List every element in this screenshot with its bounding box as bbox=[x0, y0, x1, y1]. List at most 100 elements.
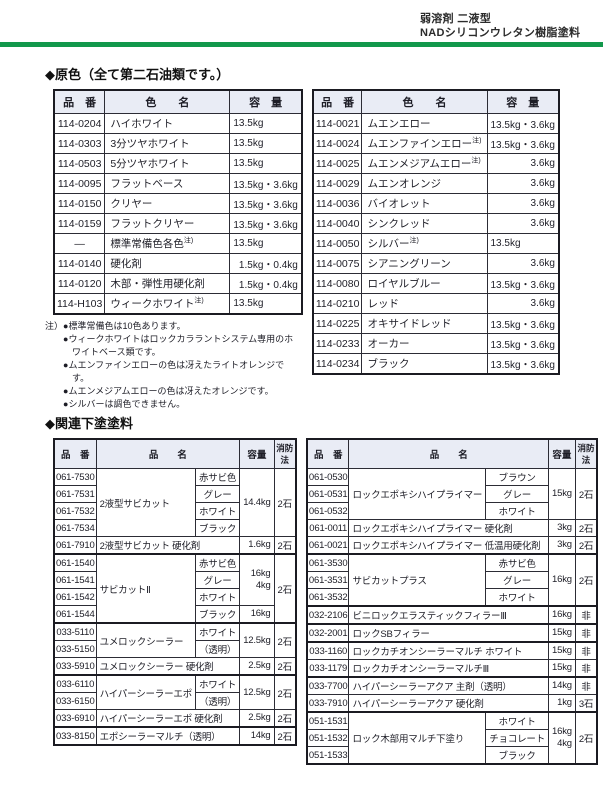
cell-fire-class: 3石 bbox=[574, 694, 598, 713]
cell-product-code: 061-1541 bbox=[53, 571, 97, 589]
cell-capacity: 13.5kg bbox=[229, 113, 303, 134]
footnote-item: ●ウィークホワイトはロックカララントシステム専用のホワイトベース類です。 bbox=[63, 334, 294, 358]
footnote-label: 注） bbox=[45, 321, 64, 331]
cell-capacity: 3.6kg bbox=[486, 193, 560, 214]
cell-color-variant: ホワイト bbox=[485, 711, 550, 730]
cell-capacity: 3kg bbox=[548, 519, 576, 537]
cell-product-name: ロックエポキシハイプライマー 低温用硬化剤 bbox=[348, 536, 550, 555]
table-row: 061-7531 グレー bbox=[53, 485, 296, 503]
cell-product-code: 114-0140 bbox=[53, 253, 106, 274]
column-header: 品 名 bbox=[348, 438, 550, 469]
column-header: 品 番 bbox=[53, 89, 106, 114]
cell-product-code: 061-7910 bbox=[53, 536, 97, 555]
footnote-marker: 注) bbox=[183, 237, 194, 245]
cell-capacity: 14.4kg bbox=[239, 468, 275, 537]
cell-product-name: ロック木部用マルチ下塗り bbox=[348, 711, 487, 765]
cell-product-code: 114-H103 bbox=[53, 293, 106, 315]
section-undercoat-paints: ◆関連下塗塗料 品 番品 名容量 消防法 061-7530 2液型サビカット 赤サビ色 1… bbox=[45, 413, 599, 765]
cell-capacity: 1.5kg・0.4kg bbox=[229, 273, 303, 294]
table-row: 061-0021 ロックエポキシハイプライマー 低温用硬化剤 3kg 2石 bbox=[306, 536, 598, 555]
cell-product-code: 061-3532 bbox=[306, 588, 350, 607]
table-row: 033-1179 ロックカチオンシーラーマルチⅢ 15kg 非 bbox=[306, 659, 598, 678]
cell-product-code: 114-0210 bbox=[312, 293, 363, 314]
cell-color-name: フラットベース bbox=[104, 173, 231, 194]
cell-product-code: 033-1179 bbox=[306, 659, 350, 678]
primary-colors-left-column: 品 番色 名容 量 114-0204 ハイホワイト 13.5kg 114-0303 3分ツ… bbox=[45, 89, 303, 411]
cell-color-name: 硬化剤 bbox=[104, 253, 231, 274]
table-row: 114-0021 ムエンエロー 13.5kg・3.6kg bbox=[312, 113, 560, 134]
cell-capacity: 2.5kg bbox=[239, 709, 275, 728]
footnote-item: ●ムエンファインエローの色は冴えたライトオレンジです。 bbox=[63, 360, 285, 384]
table-row: 114-0210 レッド 3.6kg bbox=[312, 293, 560, 314]
cell-color-variant: 赤サビ色 bbox=[194, 553, 241, 572]
cell-product-code: 114-0040 bbox=[312, 213, 363, 234]
cell-fire-class: 非 bbox=[574, 676, 598, 695]
cell-product-code: 061-7530 bbox=[53, 468, 97, 486]
table-row: 033-1160 ロックカチオンシーラーマルチ ホワイト 15kg 非 bbox=[306, 641, 598, 660]
cell-product-code: 061-1542 bbox=[53, 588, 97, 606]
cell-color-variant: ホワイト bbox=[194, 502, 241, 520]
cell-capacity: 1.5kg・0.4kg bbox=[229, 253, 303, 274]
cell-color-variant: グレー bbox=[485, 485, 550, 503]
cell-product-code: 033-1160 bbox=[306, 641, 350, 660]
table-row: 114-0159 フラットクリヤー 13.5kg・3.6kg bbox=[53, 213, 303, 234]
cell-capacity: 13.5kg bbox=[229, 133, 303, 154]
cell-product-code: 061-0530 bbox=[306, 468, 350, 486]
cell-capacity: 12.5kg bbox=[239, 622, 275, 658]
primary-colors-table-right: 品 番色 名容 量 114-0021 ムエンエロー 13.5kg・3.6kg 114-0… bbox=[311, 89, 560, 375]
cell-capacity: 13.5kg bbox=[229, 153, 303, 174]
table-row: 061-3532 ホワイト bbox=[306, 588, 597, 607]
cell-capacity: 16kg bbox=[548, 553, 576, 607]
cell-capacity: 14kg bbox=[239, 726, 275, 746]
cell-product-code: 061-1544 bbox=[53, 605, 97, 624]
cell-fire-class: 2石 bbox=[273, 657, 297, 676]
column-header: 消防法 bbox=[574, 438, 598, 469]
column-header: 品 番 bbox=[312, 89, 363, 114]
cell-color-name: ムエンエロー bbox=[361, 113, 488, 134]
table-row: 061-1542 ホワイト bbox=[53, 588, 296, 606]
cell-product-code: 061-7531 bbox=[53, 485, 97, 503]
cell-capacity: 16kg bbox=[548, 605, 576, 625]
cell-capacity: 13.5kg bbox=[486, 233, 560, 254]
cell-product-code: 051-1533 bbox=[306, 746, 350, 765]
cell-product-name: ユメロックシーラー bbox=[95, 622, 197, 658]
table-row: 051-1532 チョコレート bbox=[306, 729, 597, 747]
footnote-marker: 注) bbox=[409, 237, 419, 245]
cell-color-name: ムエンメジアムエロー注) bbox=[361, 153, 488, 174]
cell-color-variant: ブラック bbox=[194, 605, 241, 624]
cell-capacity: 15kg bbox=[548, 468, 576, 520]
cell-fire-class: 2石 bbox=[273, 468, 297, 537]
cell-capacity: 16kg bbox=[239, 605, 275, 624]
undercoats-table-left: 品 番品 名容量 消防法 061-7530 2液型サビカット 赤サビ色 14.4kg 2石 0… bbox=[53, 438, 297, 746]
cell-product-code: 061-3530 bbox=[306, 553, 350, 572]
cell-product-code: 114-0204 bbox=[53, 113, 106, 134]
cell-capacity: 13.5kg・3.6kg bbox=[229, 173, 303, 194]
cell-product-code: 061-0532 bbox=[306, 502, 350, 520]
cell-color-name: 木部・弾性用硬化剤 bbox=[104, 273, 231, 294]
cell-product-code: 114-0095 bbox=[53, 173, 106, 194]
cell-product-code: 033-7700 bbox=[306, 676, 350, 695]
table-row: 114-0225 オキサイドレッド 13.5kg・3.6kg bbox=[312, 313, 560, 334]
column-header: 色 名 bbox=[361, 89, 488, 114]
table-row: 033-6110 ハイパーシーラーエポ ホワイト 12.5kg 2石 bbox=[53, 674, 297, 710]
cell-capacity: 13.5kg・3.6kg bbox=[486, 133, 560, 154]
cell-color-variant: ホワイト bbox=[485, 588, 550, 607]
cell-fire-class: 2石 bbox=[273, 622, 297, 658]
section-primary-colors: ◆原色（全て第二石油類です。） 品 番色 名容 量 114-0204 ハイホワイト 1… bbox=[45, 64, 560, 411]
cell-product-code: 033-6110 bbox=[53, 674, 97, 693]
header-row: 品 番色 名容 量 bbox=[53, 89, 303, 114]
table-row: 114-0150 クリヤー 13.5kg・3.6kg bbox=[53, 193, 303, 214]
cell-product-code: 061-0531 bbox=[306, 485, 350, 503]
cell-fire-class: 2石 bbox=[574, 711, 598, 765]
cell-product-name: ハイパーシーラーアクア 硬化剤 bbox=[348, 694, 550, 713]
doc-type-line: 弱溶剤 二液型 bbox=[420, 13, 492, 25]
cell-product-code: 032-2001 bbox=[306, 623, 350, 643]
cell-fire-class: 2石 bbox=[273, 553, 297, 624]
cell-capacity: 13.5kg・3.6kg bbox=[486, 313, 560, 334]
cell-color-name: ハイホワイト bbox=[104, 113, 231, 134]
column-header: 容 量 bbox=[486, 89, 560, 114]
table-row: 033-5110 ユメロックシーラー ホワイト 12.5kg 2石 bbox=[53, 622, 297, 658]
cell-product-name: 2液型サビカット 硬化剤 bbox=[95, 536, 241, 555]
cell-color-name: 標準常備色各色注) bbox=[104, 233, 231, 254]
cell-fire-class: 2石 bbox=[273, 709, 297, 728]
